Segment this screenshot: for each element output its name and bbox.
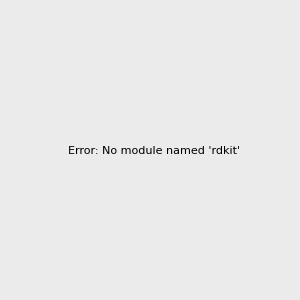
Text: Error: No module named 'rdkit': Error: No module named 'rdkit' [68,146,240,157]
